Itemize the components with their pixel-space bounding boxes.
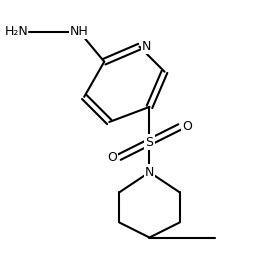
Text: H₂N: H₂N <box>5 25 29 38</box>
Text: NH: NH <box>70 25 89 38</box>
Text: S: S <box>146 136 153 149</box>
Text: O: O <box>182 120 192 134</box>
Text: O: O <box>107 151 117 164</box>
Text: N: N <box>142 40 151 53</box>
Text: N: N <box>145 166 154 179</box>
